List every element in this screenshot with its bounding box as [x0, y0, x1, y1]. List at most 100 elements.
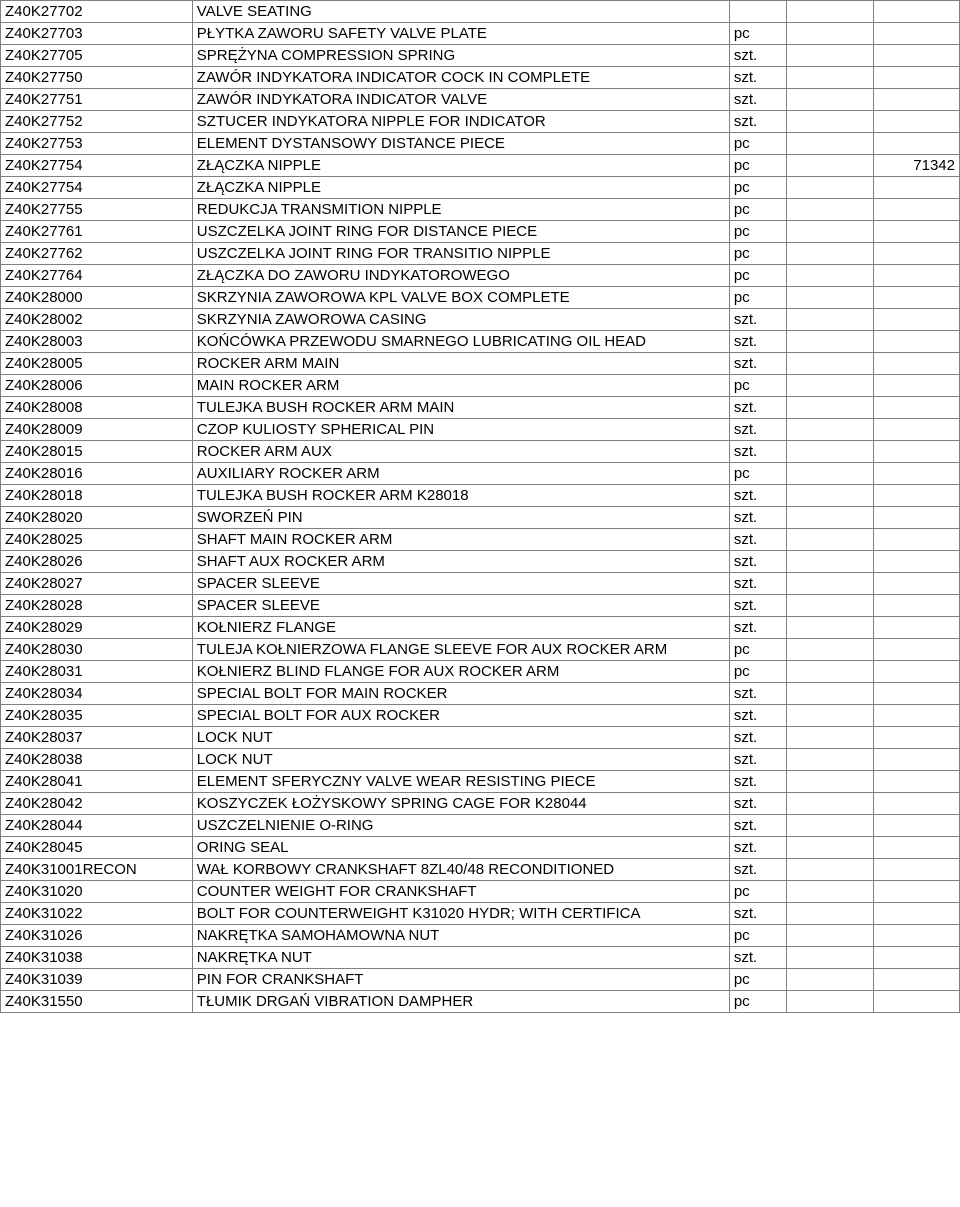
unit-cell: pc [729, 639, 787, 661]
table-row: Z40K27705SPRĘŻYNA COMPRESSION SPRINGszt. [1, 45, 960, 67]
extra-cell [787, 749, 873, 771]
table-row: Z40K31026NAKRĘTKA SAMOHAMOWNA NUTpc [1, 925, 960, 947]
extra-cell [787, 265, 873, 287]
extra-cell [787, 45, 873, 67]
code-cell: Z40K28003 [1, 331, 193, 353]
extra-cell [787, 705, 873, 727]
extra-cell [787, 991, 873, 1013]
extra-cell [787, 793, 873, 815]
num-cell [873, 617, 959, 639]
extra-cell [787, 617, 873, 639]
desc-cell: SPECIAL BOLT FOR AUX ROCKER [192, 705, 729, 727]
num-cell: 71342 [873, 155, 959, 177]
code-cell: Z40K31026 [1, 925, 193, 947]
code-cell: Z40K31022 [1, 903, 193, 925]
unit-cell: szt. [729, 45, 787, 67]
table-row: Z40K28006MAIN ROCKER ARMpc [1, 375, 960, 397]
table-row: Z40K28037LOCK NUTszt. [1, 727, 960, 749]
extra-cell [787, 441, 873, 463]
desc-cell: TŁUMIK DRGAŃ VIBRATION DAMPHER [192, 991, 729, 1013]
num-cell [873, 529, 959, 551]
desc-cell: SPACER SLEEVE [192, 573, 729, 595]
table-row: Z40K28038LOCK NUTszt. [1, 749, 960, 771]
code-cell: Z40K28009 [1, 419, 193, 441]
unit-cell: szt. [729, 793, 787, 815]
code-cell: Z40K27752 [1, 111, 193, 133]
extra-cell [787, 595, 873, 617]
desc-cell: SHAFT MAIN ROCKER ARM [192, 529, 729, 551]
desc-cell: REDUKCJA TRANSMITION NIPPLE [192, 199, 729, 221]
num-cell [873, 375, 959, 397]
desc-cell: ROCKER ARM AUX [192, 441, 729, 463]
extra-cell [787, 177, 873, 199]
code-cell: Z40K27754 [1, 177, 193, 199]
extra-cell [787, 67, 873, 89]
code-cell: Z40K28041 [1, 771, 193, 793]
extra-cell [787, 507, 873, 529]
desc-cell: KOŃCÓWKA PRZEWODU SMARNEGO LUBRICATING O… [192, 331, 729, 353]
table-row: Z40K28045ORING SEALszt. [1, 837, 960, 859]
num-cell [873, 419, 959, 441]
extra-cell [787, 837, 873, 859]
num-cell [873, 903, 959, 925]
extra-cell [787, 419, 873, 441]
num-cell [873, 331, 959, 353]
unit-cell: pc [729, 243, 787, 265]
desc-cell: SPECIAL BOLT FOR MAIN ROCKER [192, 683, 729, 705]
desc-cell: MAIN ROCKER ARM [192, 375, 729, 397]
unit-cell: pc [729, 199, 787, 221]
desc-cell: VALVE SEATING [192, 1, 729, 23]
unit-cell: pc [729, 661, 787, 683]
code-cell: Z40K28002 [1, 309, 193, 331]
code-cell: Z40K27761 [1, 221, 193, 243]
num-cell [873, 133, 959, 155]
code-cell: Z40K28018 [1, 485, 193, 507]
code-cell: Z40K28027 [1, 573, 193, 595]
extra-cell [787, 529, 873, 551]
table-row: Z40K28003KOŃCÓWKA PRZEWODU SMARNEGO LUBR… [1, 331, 960, 353]
parts-table: Z40K27702VALVE SEATINGZ40K27703PŁYTKA ZA… [0, 0, 960, 1013]
num-cell [873, 947, 959, 969]
table-row: Z40K27761USZCZELKA JOINT RING FOR DISTAN… [1, 221, 960, 243]
table-row: Z40K28026SHAFT AUX ROCKER ARMszt. [1, 551, 960, 573]
extra-cell [787, 243, 873, 265]
code-cell: Z40K27750 [1, 67, 193, 89]
code-cell: Z40K28025 [1, 529, 193, 551]
code-cell: Z40K28045 [1, 837, 193, 859]
table-row: Z40K31020COUNTER WEIGHT FOR CRANKSHAFTpc [1, 881, 960, 903]
desc-cell: PŁYTKA ZAWORU SAFETY VALVE PLATE [192, 23, 729, 45]
unit-cell: szt. [729, 67, 787, 89]
code-cell: Z40K28006 [1, 375, 193, 397]
code-cell: Z40K27703 [1, 23, 193, 45]
desc-cell: SKRZYNIA ZAWOROWA KPL VALVE BOX COMPLETE [192, 287, 729, 309]
table-row: Z40K27750ZAWÓR INDYKATORA INDICATOR COCK… [1, 67, 960, 89]
unit-cell: pc [729, 221, 787, 243]
desc-cell: KOŁNIERZ FLANGE [192, 617, 729, 639]
code-cell: Z40K31020 [1, 881, 193, 903]
table-row: Z40K28005ROCKER ARM MAINszt. [1, 353, 960, 375]
extra-cell [787, 155, 873, 177]
num-cell [873, 441, 959, 463]
table-row: Z40K31039PIN FOR CRANKSHAFTpc [1, 969, 960, 991]
extra-cell [787, 727, 873, 749]
unit-cell: szt. [729, 749, 787, 771]
desc-cell: CZOP KULIOSTY SPHERICAL PIN [192, 419, 729, 441]
unit-cell: pc [729, 463, 787, 485]
extra-cell [787, 221, 873, 243]
extra-cell [787, 859, 873, 881]
extra-cell [787, 1, 873, 23]
unit-cell: szt. [729, 859, 787, 881]
unit-cell: szt. [729, 837, 787, 859]
num-cell [873, 485, 959, 507]
desc-cell: ORING SEAL [192, 837, 729, 859]
num-cell [873, 595, 959, 617]
code-cell: Z40K27702 [1, 1, 193, 23]
unit-cell: pc [729, 177, 787, 199]
code-cell: Z40K28008 [1, 397, 193, 419]
desc-cell: TULEJKA BUSH ROCKER ARM K28018 [192, 485, 729, 507]
desc-cell: WAŁ KORBOWY CRANKSHAFT 8ZL40/48 RECONDIT… [192, 859, 729, 881]
desc-cell: TULEJA KOŁNIERZOWA FLANGE SLEEVE FOR AUX… [192, 639, 729, 661]
unit-cell: pc [729, 881, 787, 903]
num-cell [873, 771, 959, 793]
extra-cell [787, 309, 873, 331]
